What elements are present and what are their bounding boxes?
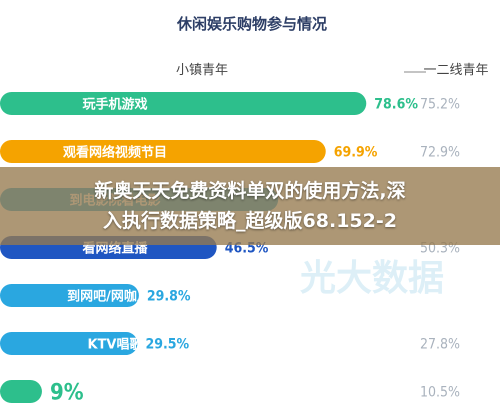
bar-5: [0, 332, 138, 355]
value-label-town-0: 78.6%: [374, 97, 418, 113]
value-label-town-1: 69.9%: [334, 145, 378, 161]
series-header-city: 一二线青年: [423, 63, 488, 78]
value-label-town-4: 29.8%: [147, 289, 191, 305]
value-label-town-5: 29.5%: [145, 337, 189, 353]
series-header-town: 小镇青年: [176, 63, 228, 78]
bar-1: [0, 140, 326, 163]
value-label-city-6: 10.5%: [420, 385, 460, 401]
category-label-6: 去酒吧: [95, 385, 134, 401]
value-label-city-5: 27.8%: [420, 337, 460, 353]
value-label-city-1: 72.9%: [420, 145, 460, 161]
caption-line-2: 入执行数据策略_超级版68.152-2: [103, 210, 397, 232]
value-label-city-0: 75.2%: [420, 97, 460, 113]
caption-overlay: 新奥天天免费资料单双的使用方法,深 入执行数据策略_超级版68.152-2: [0, 167, 500, 245]
caption-line-1: 新奥天天免费资料单双的使用方法,深: [94, 180, 406, 202]
category-label-0: 玩手机游戏: [82, 97, 147, 113]
bar-6: [0, 380, 42, 403]
caption-text: 新奥天天免费资料单双的使用方法,深 入执行数据策略_超级版68.152-2: [15, 176, 485, 236]
bar-4: [0, 284, 139, 307]
category-label-4: 到网吧/网咖上网: [67, 289, 163, 305]
value-label-town-6: 9%: [50, 381, 84, 406]
watermark: 光大数据: [300, 258, 444, 299]
bar-0: [0, 92, 367, 115]
chart-title: 休闲娱乐购物参与情况: [176, 15, 327, 33]
category-label-1: 观看网络视频节目: [63, 145, 167, 161]
category-label-5: KTV唱歌: [87, 337, 143, 353]
bars-group: 玩手机游戏78.6%75.2%观看网络视频节目69.9%72.9%到电影院看电影…: [0, 92, 460, 406]
